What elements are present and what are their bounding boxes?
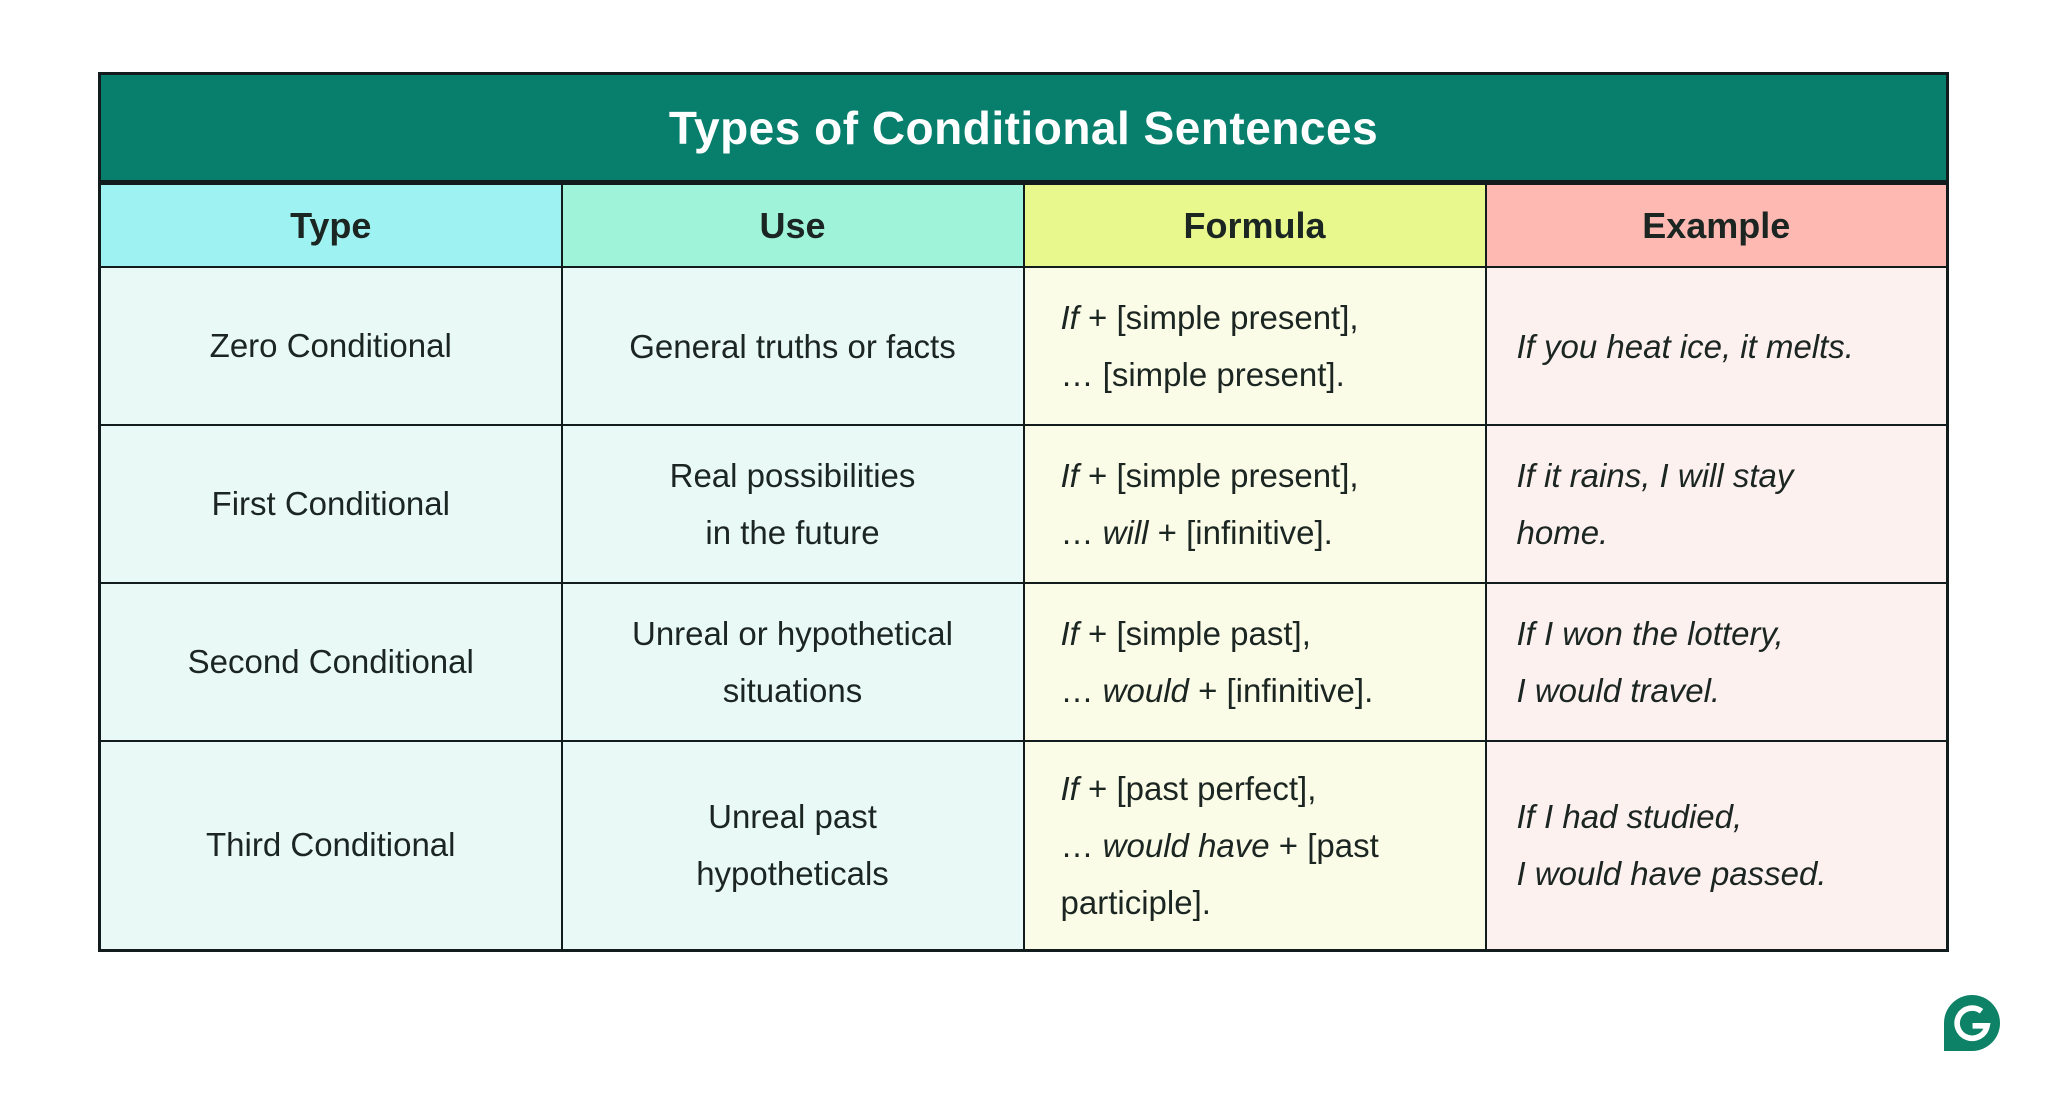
formula-italic-segment: If [1060, 615, 1079, 652]
text-line: General truths or facts [629, 327, 956, 365]
formula-italic-segment: If [1060, 769, 1079, 807]
text-line: If + [simple present], [1061, 289, 1475, 346]
text-line: … would + [infinitive]. [1061, 662, 1475, 719]
header-row: Type Use Formula Example [98, 183, 1949, 268]
text-line: If I had studied, [1516, 798, 1743, 836]
text-line: If it rains, I will stay [1516, 457, 1794, 494]
formula-segment: … [simple present]. [1060, 356, 1345, 393]
text-line: Unreal past [708, 798, 877, 836]
formula-segment: + [infinitive]. [1148, 514, 1333, 551]
formula-segment: … [1060, 826, 1103, 864]
cell-example: If it rains, I will stay home. [1484, 424, 1949, 584]
text-line: If + [past perfect], [1061, 760, 1475, 817]
grammarly-logo [1944, 995, 2000, 1051]
formula-italic-segment: will [1102, 514, 1149, 551]
formula-segment: + [past [1269, 826, 1379, 864]
cell-use: Real possibilities in the future [560, 424, 1025, 584]
formula-italic-segment: If [1060, 457, 1079, 494]
table-row: Third Conditional Unreal past hypothetical… [98, 740, 1949, 951]
formula-segment: + [simple present], [1078, 457, 1359, 494]
text-line: situations [722, 672, 863, 709]
cell-example: If you heat ice, it melts. [1484, 266, 1949, 426]
text-line: in the future [705, 514, 880, 551]
cell-type: Third Conditional [98, 740, 563, 951]
cell-formula: If + [simple present], … [simple present]… [1022, 266, 1487, 426]
text-line: If + [simple present], [1061, 447, 1475, 504]
text-line: Real possibilities [669, 457, 916, 494]
text-line: If + [simple past], [1061, 605, 1475, 662]
column-header-formula: Formula [1022, 183, 1487, 268]
text-line: home. [1516, 514, 1609, 551]
formula-segment: + [simple present], [1078, 299, 1359, 336]
formula-italic-segment: would have [1102, 826, 1270, 864]
cell-type: Second Conditional [98, 582, 563, 742]
table-header: Type Use Formula Example [98, 183, 1949, 268]
cell-use: Unreal or hypothetical situations [560, 582, 1025, 742]
cell-type: Zero Conditional [98, 266, 563, 426]
text-line: … [simple present]. [1061, 346, 1475, 403]
formula-italic-segment: If [1060, 299, 1079, 336]
text-line: I would travel. [1516, 672, 1721, 709]
conditional-table: Type Use Formula Example Zero Conditional Ge… [98, 183, 1949, 952]
text-line: If I won the lottery, [1516, 615, 1784, 652]
table-title: Types of Conditional Sentences [98, 72, 1949, 183]
column-header-example: Example [1484, 183, 1949, 268]
cell-formula: If + [simple past],… would + [infinitive… [1022, 582, 1487, 742]
cell-formula: If + [simple present],… will + [infiniti… [1022, 424, 1487, 584]
formula-segment: + [past perfect], [1078, 769, 1317, 807]
cell-type: First Conditional [98, 424, 563, 584]
cell-formula: If + [past perfect],… would have + [past… [1022, 740, 1487, 951]
text-line: … would have + [past [1061, 817, 1475, 874]
formula-segment: … [1060, 514, 1103, 551]
formula-segment: participle]. [1060, 883, 1211, 921]
text-line: If you heat ice, it melts. [1516, 327, 1854, 365]
formula-segment: + [simple past], [1078, 615, 1311, 652]
table-body: Zero Conditional General truths or facts I… [98, 266, 1949, 951]
conditional-sentences-infographic: Types of Conditional Sentences Type Use Fo… [98, 72, 1949, 952]
text-line: participle]. [1061, 874, 1475, 931]
cell-use: Unreal past hypotheticals [560, 740, 1025, 951]
grammarly-logo-icon [1944, 995, 2000, 1051]
formula-segment: … [1060, 672, 1103, 709]
text-line: Unreal or hypothetical [631, 615, 953, 652]
column-header-type: Type [98, 183, 563, 268]
table-row: First Conditional Real possibilities in th… [98, 424, 1949, 584]
formula-segment: + [infinitive]. [1188, 672, 1374, 709]
text-line: I would have passed. [1516, 855, 1827, 893]
cell-example: If I had studied, I would have passed. [1484, 740, 1949, 951]
column-header-use: Use [560, 183, 1025, 268]
cell-example: If I won the lottery, I would travel. [1484, 582, 1949, 742]
cell-use: General truths or facts [560, 266, 1025, 426]
text-line: hypotheticals [696, 855, 889, 893]
table-row: Zero Conditional General truths or facts I… [98, 266, 1949, 426]
formula-italic-segment: would [1102, 672, 1189, 709]
table-row: Second Conditional Unreal or hypothetical… [98, 582, 1949, 742]
text-line: … will + [infinitive]. [1061, 504, 1475, 561]
